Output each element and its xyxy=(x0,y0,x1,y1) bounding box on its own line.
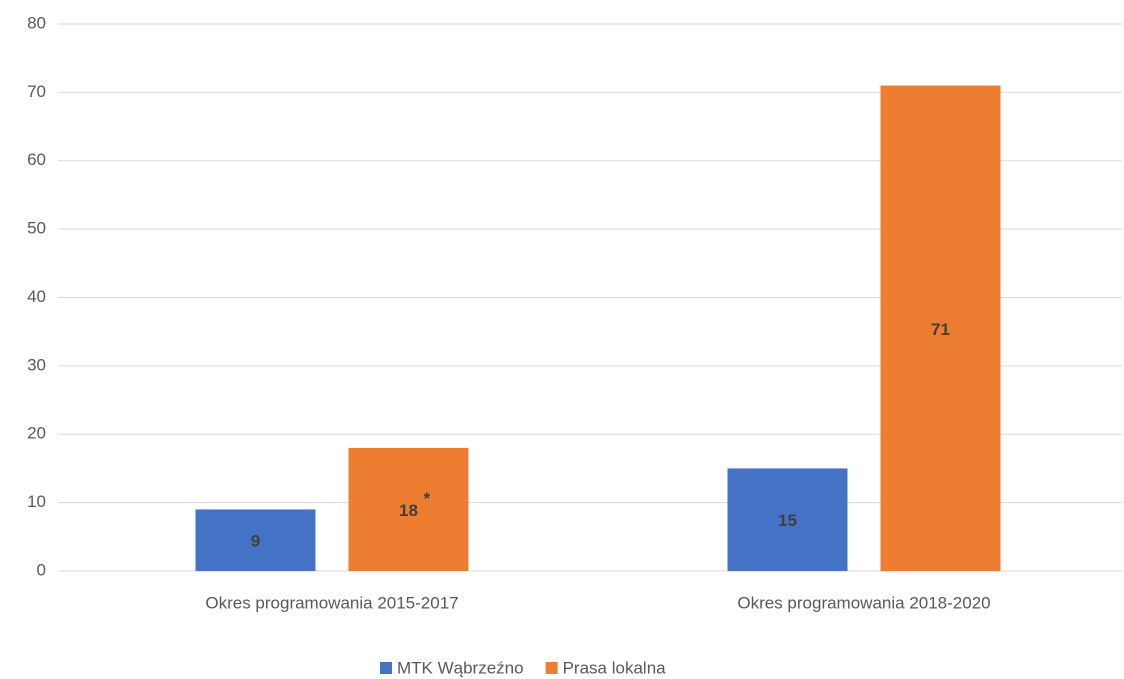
y-tick-label: 80 xyxy=(27,13,46,32)
y-tick-label: 10 xyxy=(27,492,46,511)
x-tick-label: Okres programowania 2015-2017 xyxy=(205,593,458,612)
bar xyxy=(195,509,316,571)
y-tick-label: 30 xyxy=(27,355,46,374)
data-label: 18 xyxy=(399,501,418,520)
data-label: 9 xyxy=(251,532,260,551)
y-tick-label: 20 xyxy=(27,424,46,443)
x-tick-label: Okres programowania 2018-2020 xyxy=(737,593,990,612)
y-tick-label: 40 xyxy=(27,287,46,306)
bar xyxy=(880,85,1001,571)
bar xyxy=(348,447,469,571)
bar xyxy=(727,468,848,571)
legend-swatch xyxy=(545,662,558,674)
legend-swatch xyxy=(380,662,392,674)
y-tick-label: 0 xyxy=(37,560,46,579)
legend-label: Prasa lokalna xyxy=(563,658,667,677)
y-tick-label: 50 xyxy=(27,219,46,238)
data-label: 15 xyxy=(778,511,797,530)
y-tick-label: 70 xyxy=(27,82,46,101)
y-tick-label: 60 xyxy=(27,150,46,169)
legend-label: MTK Wąbrzeźno xyxy=(397,658,524,677)
data-label: 71 xyxy=(931,320,950,339)
annotation: * xyxy=(424,489,431,508)
